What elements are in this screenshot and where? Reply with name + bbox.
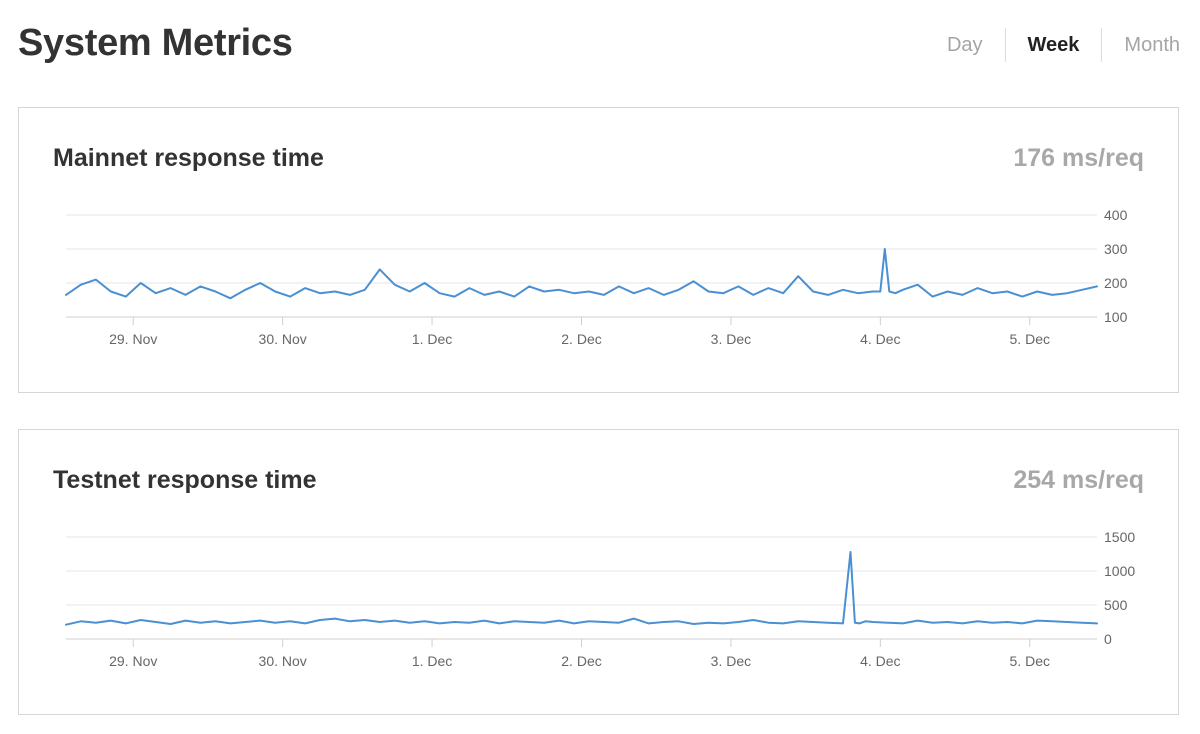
- page-title: System Metrics: [18, 22, 293, 64]
- x-tick-label: 5. Dec: [1010, 653, 1050, 669]
- mainnet-response-chart: 100 200 300 400 29. Nov 30. Nov 1. Dec 2. Dec 3.…: [65, 207, 1128, 347]
- card-title: Mainnet response time: [53, 144, 324, 172]
- tab-week[interactable]: Week: [1004, 28, 1102, 62]
- x-tick-label: 30. Nov: [259, 653, 307, 669]
- series-line: [65, 551, 1098, 626]
- x-tick-label: 29. Nov: [109, 331, 157, 347]
- x-tick-label: 30. Nov: [259, 331, 307, 347]
- x-tick-label: 2. Dec: [561, 331, 601, 347]
- y-tick-label: 100: [1104, 309, 1128, 325]
- x-tick-label: 4. Dec: [860, 331, 900, 347]
- response-time-value: 254 ms/req: [1013, 466, 1144, 494]
- x-tick-label: 29. Nov: [109, 653, 157, 669]
- testnet-chart-card: Testnet response time 254 ms/req 0 500 100…: [18, 429, 1179, 715]
- y-tick-label: 1500: [1104, 529, 1135, 545]
- x-tick-label: 3. Dec: [711, 653, 751, 669]
- time-range-tabs: Day Week Month: [925, 28, 1180, 62]
- mainnet-chart-card: Mainnet response time 176 ms/req 100 200 3…: [18, 107, 1179, 393]
- tab-month[interactable]: Month: [1101, 28, 1180, 62]
- x-tick-label: 2. Dec: [561, 653, 601, 669]
- x-tick-label: 5. Dec: [1010, 331, 1050, 347]
- y-tick-label: 200: [1104, 275, 1128, 291]
- y-tick-label: 400: [1104, 207, 1128, 223]
- response-time-value: 176 ms/req: [1013, 144, 1144, 172]
- y-tick-label: 500: [1104, 597, 1128, 613]
- y-tick-label: 300: [1104, 241, 1128, 257]
- card-title: Testnet response time: [53, 466, 317, 494]
- tab-day[interactable]: Day: [946, 34, 983, 56]
- x-tick-label: 1. Dec: [412, 331, 452, 347]
- x-tick-label: 1. Dec: [412, 653, 452, 669]
- x-tick-label: 4. Dec: [860, 653, 900, 669]
- testnet-response-chart: 0 500 1000 1500 29. Nov 30. Nov 1. Dec 2. Dec 3.…: [65, 529, 1135, 669]
- y-tick-label: 1000: [1104, 563, 1135, 579]
- x-tick-label: 3. Dec: [711, 331, 751, 347]
- series-line: [65, 248, 1098, 300]
- y-tick-label: 0: [1104, 631, 1112, 647]
